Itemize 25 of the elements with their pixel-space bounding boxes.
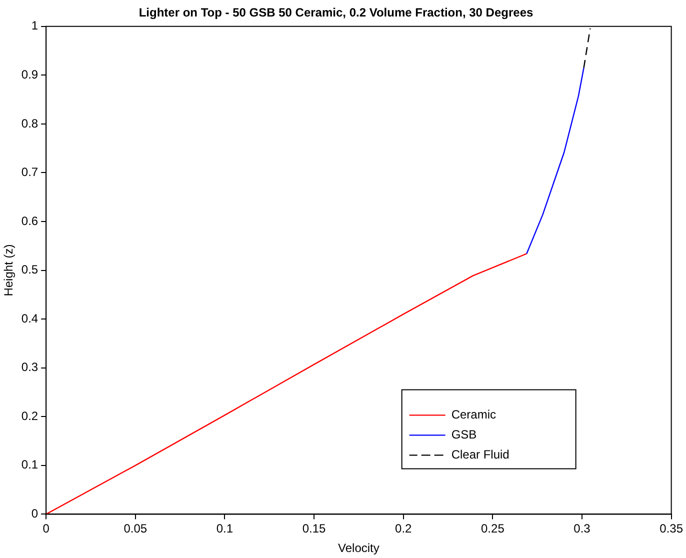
y-tick-label: 0.4 (21, 311, 38, 326)
x-tick-label: 0.15 (302, 522, 326, 536)
x-tick-label: 0.25 (481, 522, 505, 536)
y-tick-label: 0.6 (21, 214, 38, 228)
y-axis-title: Height (z) (2, 244, 16, 296)
y-tick-label: 0.7 (21, 165, 38, 180)
x-axis-title: Velocity (338, 541, 380, 556)
y-tick-label: 0.1 (21, 458, 38, 472)
x-tick-label: 0.1 (216, 522, 234, 536)
legend-label: Ceramic (451, 408, 496, 422)
y-tick-label: 0.3 (21, 360, 38, 374)
y-tick-label: 1 (31, 18, 38, 33)
x-tick-label: 0 (42, 522, 50, 536)
y-tick-label: 0 (31, 506, 38, 521)
x-tick-label: 0.05 (124, 522, 148, 536)
x-tick-label: 0.35 (660, 522, 684, 536)
y-tick-label: 0.8 (21, 116, 38, 130)
legend-label: GSB (451, 428, 477, 442)
legend-label: Clear Fluid (451, 448, 510, 462)
x-tick-label: 0.2 (395, 522, 412, 536)
chart-title: Lighter on Top - 50 GSB 50 Ceramic, 0.2 Volume Fraction, 30 Degrees (138, 6, 534, 20)
y-tick-label: 0.2 (21, 408, 38, 423)
y-tick-label: 0.5 (21, 262, 38, 277)
x-tick-label: 0.3 (574, 522, 591, 536)
y-tick-label: 0.9 (21, 67, 38, 82)
